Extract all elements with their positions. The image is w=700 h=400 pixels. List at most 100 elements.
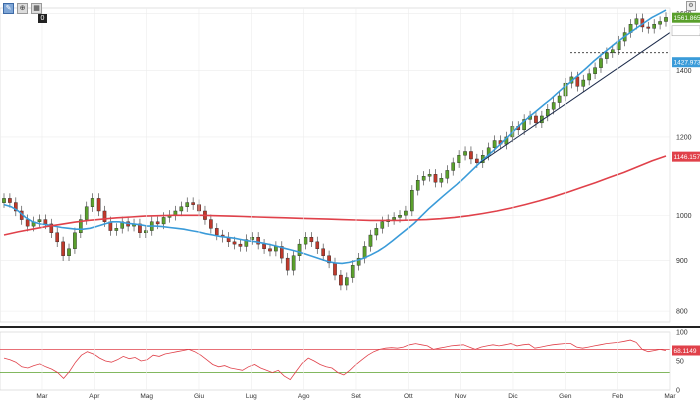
candle-body	[250, 237, 255, 240]
x-tick-label: Mar	[664, 393, 676, 400]
price-panel: 80090010001200140016001561.86521532.8042…	[0, 7, 700, 328]
candle-body	[321, 248, 325, 256]
candle-body	[114, 228, 119, 231]
candle-body	[209, 219, 213, 229]
x-tick-label: Mar	[36, 393, 48, 400]
candle-body	[374, 228, 379, 236]
candle-body	[522, 119, 526, 131]
candle-body	[102, 210, 107, 222]
x-axis: Mar Apr Mag Giu Lug Ago Set Ott Nov Dic Gen Feb Mar	[36, 8, 676, 400]
candle-body	[350, 265, 355, 278]
price-tag	[672, 151, 700, 162]
candle-body	[345, 277, 349, 286]
x-tick-label: Nov	[455, 393, 467, 400]
candle-body	[658, 21, 662, 25]
candle-body	[8, 198, 12, 203]
osc-tick-label: 50	[676, 359, 684, 366]
price-tag	[671, 25, 700, 37]
price-tag	[672, 57, 700, 68]
candle-body	[380, 221, 385, 229]
candle-body	[291, 255, 296, 271]
candle-body	[333, 262, 337, 276]
x-tick-label: Giu	[194, 393, 205, 400]
candle-body	[646, 26, 651, 29]
x-tick-label: Gen	[559, 393, 572, 400]
candle-body	[262, 243, 266, 249]
candle-body	[605, 52, 609, 59]
candle-body	[214, 228, 219, 236]
candle-body	[445, 170, 450, 179]
candle-body	[61, 241, 65, 256]
grid-icon[interactable]: ▦	[31, 3, 42, 14]
candle-body	[587, 73, 591, 81]
y-tick-label: 1000	[676, 213, 692, 220]
candle-body	[309, 237, 314, 243]
y-tick-label: 800	[676, 309, 688, 316]
osc-tick-label: 0	[676, 388, 680, 395]
x-tick-label: Ott	[404, 393, 413, 400]
candle-body	[421, 176, 426, 181]
candle-body	[2, 198, 6, 203]
rsi-line	[3, 339, 667, 381]
candle-body	[303, 237, 308, 245]
candle-body	[279, 246, 284, 259]
candle-body	[551, 102, 556, 110]
zoom-icon[interactable]: ⊕	[17, 3, 28, 14]
candle-body	[297, 243, 302, 256]
candle-body	[191, 202, 195, 205]
candle-body	[232, 241, 237, 245]
candle-body	[392, 217, 396, 220]
candle-body	[274, 246, 278, 252]
candle-body	[469, 151, 473, 160]
candle-body	[238, 243, 243, 247]
candle-body	[404, 210, 408, 216]
candle-body	[285, 257, 290, 271]
candle-body	[79, 219, 83, 233]
candle-body	[327, 255, 331, 264]
candle-body	[610, 49, 615, 53]
candle-body	[410, 190, 414, 212]
candle-body	[14, 202, 18, 212]
pencil-icon[interactable]: ✎	[3, 3, 14, 14]
price-tag-label: 1146.1571	[674, 154, 700, 161]
candle-body	[427, 174, 432, 177]
x-tick-label: Set	[351, 393, 361, 400]
osc-price-tag-label: 68.1149	[674, 348, 697, 355]
y-tick-label: 1400	[676, 68, 692, 75]
price-tag-label: 1532.8042	[674, 28, 700, 35]
x-tick-label: Lug	[246, 393, 257, 400]
candle-body	[144, 230, 148, 233]
candle-body	[664, 17, 668, 22]
candle-body	[451, 162, 456, 171]
candle-body	[557, 95, 562, 103]
candle-body	[155, 221, 160, 225]
candle-body	[356, 257, 361, 266]
candle-body	[475, 158, 479, 163]
candle-body	[49, 223, 54, 233]
candle-body	[398, 215, 402, 218]
candle-body	[161, 217, 166, 225]
candle-body	[315, 241, 320, 249]
candle-body	[185, 202, 190, 207]
osc-tick-label: 100	[676, 330, 688, 337]
moving-average-short	[3, 9, 667, 265]
x-tick-label: Ago	[298, 393, 310, 400]
price-tag	[672, 12, 700, 23]
candle-body	[244, 239, 249, 247]
candle-body	[599, 58, 603, 68]
x-tick-label: Feb	[612, 393, 624, 400]
y-tick-label: 900	[676, 258, 688, 265]
candle-body	[55, 232, 60, 243]
candle-body	[25, 219, 30, 227]
candle-body	[179, 206, 184, 212]
candle-body	[433, 174, 438, 183]
candle-body	[73, 232, 77, 249]
candle-body	[593, 67, 597, 74]
price-tag-label: 1561.8652	[674, 15, 700, 22]
settings-icon[interactable]: ⚙	[686, 1, 696, 11]
trendline	[479, 32, 671, 164]
x-tick-label: Dic	[508, 393, 518, 400]
candle-body	[575, 76, 580, 87]
